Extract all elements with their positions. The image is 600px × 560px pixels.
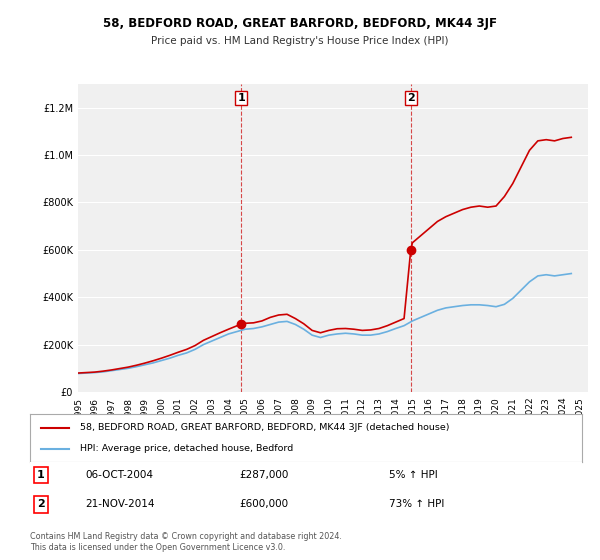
Text: 73% ↑ HPI: 73% ↑ HPI	[389, 500, 444, 510]
Text: Contains HM Land Registry data © Crown copyright and database right 2024.
This d: Contains HM Land Registry data © Crown c…	[30, 532, 342, 552]
Text: 58, BEDFORD ROAD, GREAT BARFORD, BEDFORD, MK44 3JF (detached house): 58, BEDFORD ROAD, GREAT BARFORD, BEDFORD…	[80, 423, 449, 432]
Text: 1: 1	[37, 470, 45, 480]
Text: 2: 2	[407, 93, 415, 103]
Text: 58, BEDFORD ROAD, GREAT BARFORD, BEDFORD, MK44 3JF: 58, BEDFORD ROAD, GREAT BARFORD, BEDFORD…	[103, 17, 497, 30]
Text: 5% ↑ HPI: 5% ↑ HPI	[389, 470, 437, 480]
Text: £287,000: £287,000	[240, 470, 289, 480]
Text: 06-OCT-2004: 06-OCT-2004	[85, 470, 153, 480]
Text: 2: 2	[37, 500, 45, 510]
Text: HPI: Average price, detached house, Bedford: HPI: Average price, detached house, Bedf…	[80, 444, 293, 453]
Text: 1: 1	[238, 93, 245, 103]
Text: Price paid vs. HM Land Registry's House Price Index (HPI): Price paid vs. HM Land Registry's House …	[151, 36, 449, 46]
Text: £600,000: £600,000	[240, 500, 289, 510]
Text: 21-NOV-2014: 21-NOV-2014	[85, 500, 155, 510]
